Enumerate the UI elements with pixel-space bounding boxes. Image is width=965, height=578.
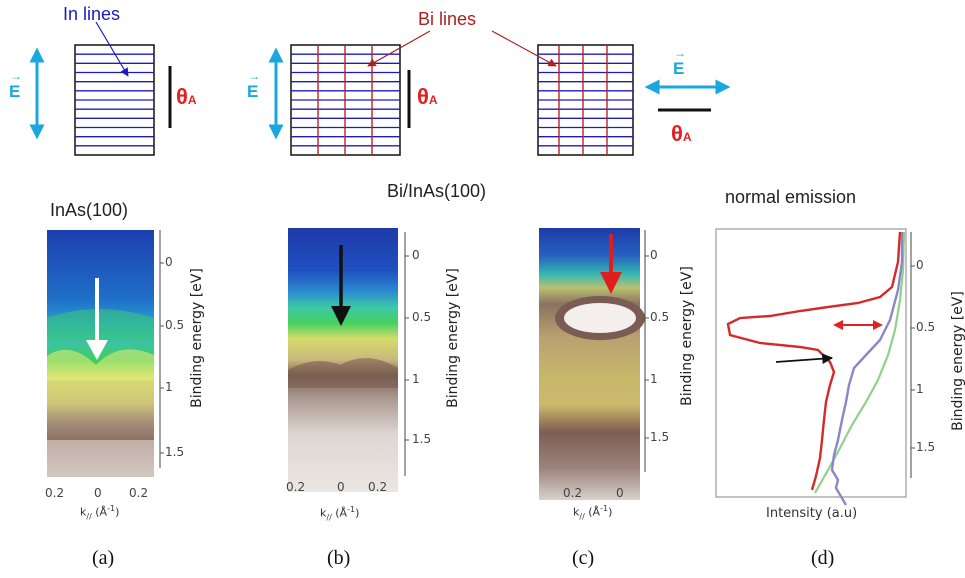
c-xtick-1: 0	[616, 486, 624, 500]
caption-d: (d)	[811, 547, 835, 569]
d-xlabel: Intensity (a.u)	[766, 506, 858, 521]
a-ytick-1: 0.5	[165, 318, 185, 332]
bi-lines-pointer-1	[367, 30, 431, 67]
schematic-in-lines	[29, 21, 172, 156]
c-ytick-1: 0.5	[650, 310, 670, 324]
d-ytick-1: 0.5	[916, 320, 936, 334]
in-lines-label: In lines	[63, 4, 121, 24]
panel-b-arpes-map	[288, 228, 406, 492]
a-ytick-2: 1	[165, 380, 173, 394]
c-xlabel: k// (Å-1)	[573, 504, 613, 521]
panel-b-title: Bi/InAs(100)	[387, 181, 487, 201]
d-ytick-3: 1.5	[916, 440, 936, 454]
field-label-3: → E	[673, 46, 686, 78]
a-xlabel: k// (Å-1)	[80, 504, 120, 521]
c-ylabel: Binding energy [eV]	[679, 266, 695, 406]
d-ytick-2: 1	[916, 382, 924, 396]
panel-a-title: InAs(100)	[50, 200, 129, 220]
b-ytick-3: 1.5	[412, 432, 432, 446]
theta-label-2: θA	[417, 84, 438, 109]
black-arrow-d	[775, 353, 834, 365]
a-ytick-3: 1.5	[165, 445, 185, 459]
c-xtick-0: 0.2	[563, 486, 583, 500]
b-ylabel: Binding energy [eV]	[445, 268, 461, 408]
b-xtick-2: 0.2	[368, 480, 388, 494]
theta-label-1: θA	[176, 84, 197, 109]
bi-lines-label: Bi lines	[418, 9, 477, 29]
a-xtick-1: 0	[94, 486, 102, 500]
b-ytick-0: 0	[412, 248, 420, 262]
b-ytick-1: 0.5	[412, 310, 432, 324]
a-xtick-2: 0.2	[129, 486, 149, 500]
field-label-2: → E	[247, 69, 260, 101]
panel-d-edc-spectra	[715, 228, 912, 506]
b-ytick-2: 1	[412, 372, 420, 386]
theta-label-3: θA	[671, 121, 692, 146]
edc-red-curve	[726, 231, 902, 491]
caption-a: (a)	[92, 547, 115, 569]
d-ytick-0: 0	[916, 258, 924, 272]
schematic-bi-lines-1	[268, 44, 411, 156]
b-xtick-1: 0	[337, 480, 345, 494]
a-ytick-0: 0	[165, 255, 173, 269]
caption-c: (c)	[572, 547, 595, 569]
c-ytick-3: 1.5	[650, 430, 670, 444]
schematic-bi-lines-2	[537, 44, 731, 156]
b-xlabel: k// (Å-1)	[320, 505, 360, 522]
a-xtick-0: 0.2	[45, 486, 65, 500]
caption-b: (b)	[327, 547, 351, 569]
edc-blue-curve	[830, 232, 904, 506]
b-xtick-0: 0.2	[286, 480, 306, 494]
c-ytick-0: 0	[650, 248, 658, 262]
panel-a-arpes-map	[47, 230, 161, 477]
bi-lines-pointer-2	[491, 30, 557, 67]
panel-c-arpes-map	[539, 228, 646, 500]
field-label-1: → E	[9, 69, 22, 101]
a-ylabel: Binding energy [eV]	[189, 268, 205, 408]
c-ytick-2: 1	[650, 372, 658, 386]
in-lines-pointer	[95, 21, 129, 77]
d-ylabel: Binding energy [eV]	[950, 291, 965, 431]
panel-d-title: normal emission	[725, 187, 857, 207]
edc-green-curve	[814, 231, 906, 494]
